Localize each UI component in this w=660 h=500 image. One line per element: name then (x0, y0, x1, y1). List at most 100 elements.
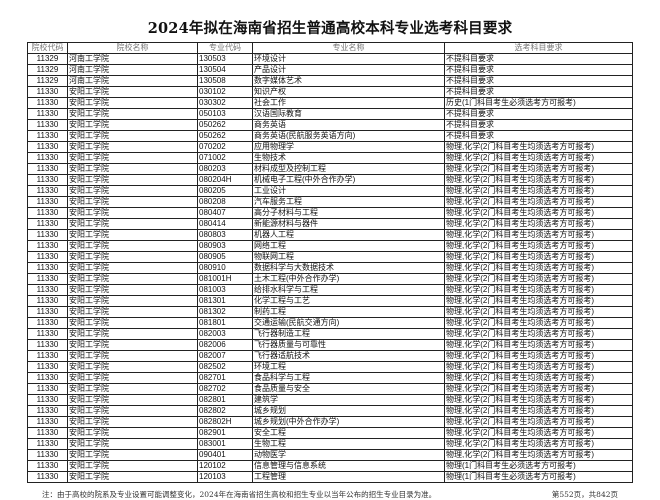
cell-school-code: 11330 (27, 383, 68, 395)
cell-subject-requirement: 物理,化学(2门科目考生均须选考方可报考) (444, 449, 633, 461)
cell-school-name: 安阳工学院 (67, 416, 198, 428)
cell-major-code: 080905 (197, 251, 253, 263)
cell-school-code: 11330 (27, 108, 68, 120)
cell-school-code: 11330 (27, 240, 68, 252)
cell-major-name: 数字媒体艺术 (252, 75, 445, 87)
cell-major-code: 050262 (197, 130, 253, 142)
cell-school-code: 11330 (27, 350, 68, 362)
cell-major-name: 应用物理学 (252, 141, 445, 153)
cell-major-code: 030302 (197, 97, 253, 109)
cell-major-name: 飞行器制造工程 (252, 328, 445, 340)
cell-school-code: 11330 (27, 229, 68, 241)
cell-school-code: 11329 (27, 53, 68, 65)
table-row: 11330 安阳工学院 120103 工程管理 物理(1门科目考生必须选考方可报考) (27, 471, 633, 483)
cell-school-name: 安阳工学院 (67, 460, 198, 472)
cell-major-code: 080208 (197, 196, 253, 208)
cell-major-code: 083001 (197, 438, 253, 450)
cell-major-code: 030102 (197, 86, 253, 98)
footnote: 注：由于高校的院系及专业设置可能调整变化，2024年在海南省招生高校和招生专业以… (42, 490, 437, 499)
cell-major-code: 080910 (197, 262, 253, 274)
cell-major-name: 飞行器质量与可靠性 (252, 339, 445, 351)
cell-subject-requirement: 不提科目要求 (444, 53, 633, 65)
cell-school-name: 安阳工学院 (67, 240, 198, 252)
cell-school-name: 河南工学院 (67, 53, 198, 65)
cell-subject-requirement: 物理,化学(2门科目考生均须选考方可报考) (444, 427, 633, 439)
cell-school-name: 安阳工学院 (67, 141, 198, 153)
cell-major-name: 建筑学 (252, 394, 445, 406)
cell-school-code: 11330 (27, 163, 68, 175)
cell-school-name: 安阳工学院 (67, 251, 198, 263)
table-row: 11330 安阳工学院 050103 汉语国际教育 不提科目要求 (27, 108, 633, 120)
cell-major-name: 飞行器适航技术 (252, 350, 445, 362)
cell-major-code: 120103 (197, 471, 253, 483)
cell-school-code: 11330 (27, 174, 68, 186)
cell-school-name: 安阳工学院 (67, 174, 198, 186)
table-row: 11330 安阳工学院 080208 汽车服务工程 物理,化学(2门科目考生均须选考方可… (27, 196, 633, 208)
table-row: 11330 安阳工学院 080910 数据科学与大数据技术 物理,化学(2门科目考生均须… (27, 262, 633, 274)
table-row: 11330 安阳工学院 080203 材料成型及控制工程 物理,化学(2门科目考生均须选… (27, 163, 633, 175)
cell-subject-requirement: 物理,化学(2门科目考生均须选考方可报考) (444, 218, 633, 230)
cell-school-name: 安阳工学院 (67, 328, 198, 340)
cell-school-name: 安阳工学院 (67, 262, 198, 274)
cell-school-name: 安阳工学院 (67, 152, 198, 164)
table-row: 11330 安阳工学院 090401 动物医学 物理,化学(2门科目考生均须选考方可报考… (27, 449, 633, 461)
cell-subject-requirement: 物理,化学(2门科目考生均须选考方可报考) (444, 383, 633, 395)
cell-major-name: 食品质量与安全 (252, 383, 445, 395)
cell-subject-requirement: 物理,化学(2门科目考生均须选考方可报考) (444, 350, 633, 362)
cell-major-name: 汉语国际教育 (252, 108, 445, 120)
cell-major-name: 汽车服务工程 (252, 196, 445, 208)
cell-school-code: 11330 (27, 284, 68, 296)
header-subject-requirement: 选考科目要求 (444, 42, 633, 54)
requirements-table: 院校代码 院校名称 专业代码 专业名称 选考科目要求 11329 河南工学院 130… (27, 42, 633, 483)
table-row: 11330 安阳工学院 082006 飞行器质量与可靠性 物理,化学(2门科目考生均须选… (27, 339, 633, 351)
cell-school-name: 安阳工学院 (67, 185, 198, 197)
cell-school-name: 安阳工学院 (67, 273, 198, 285)
cell-school-name: 安阳工学院 (67, 427, 198, 439)
cell-school-code: 11330 (27, 405, 68, 417)
cell-major-name: 高分子材料与工程 (252, 207, 445, 219)
cell-subject-requirement: 物理,化学(2门科目考生均须选考方可报考) (444, 251, 633, 263)
cell-school-code: 11330 (27, 317, 68, 329)
cell-school-code: 11330 (27, 449, 68, 461)
cell-major-name: 交通运输(民航交通方向) (252, 317, 445, 329)
cell-subject-requirement: 物理,化学(2门科目考生均须选考方可报考) (444, 196, 633, 208)
cell-school-code: 11329 (27, 64, 68, 76)
table-row: 11330 安阳工学院 050262 商务英语 不提科目要求 (27, 119, 633, 131)
table-row: 11330 安阳工学院 080803 机器人工程 物理,化学(2门科目考生均须选考方可报… (27, 229, 633, 241)
cell-school-name: 安阳工学院 (67, 383, 198, 395)
cell-school-code: 11330 (27, 262, 68, 274)
cell-school-name: 安阳工学院 (67, 394, 198, 406)
table-header-row: 院校代码 院校名称 专业代码 专业名称 选考科目要求 (27, 42, 633, 54)
cell-major-name: 城乡规划(中外合作办学) (252, 416, 445, 428)
cell-subject-requirement: 物理,化学(2门科目考生均须选考方可报考) (444, 284, 633, 296)
table-row: 11329 河南工学院 130504 产品设计 不提科目要求 (27, 64, 633, 76)
cell-subject-requirement: 不提科目要求 (444, 86, 633, 98)
cell-subject-requirement: 物理,化学(2门科目考生均须选考方可报考) (444, 438, 633, 450)
cell-major-code: 082502 (197, 361, 253, 373)
header-school-name: 院校名称 (67, 42, 198, 54)
cell-major-code: 050103 (197, 108, 253, 120)
cell-subject-requirement: 不提科目要求 (444, 119, 633, 131)
cell-school-name: 安阳工学院 (67, 108, 198, 120)
cell-major-name: 商务英语 (252, 119, 445, 131)
cell-major-name: 安全工程 (252, 427, 445, 439)
cell-major-name: 土木工程(中外合作办学) (252, 273, 445, 285)
table-row: 11330 安阳工学院 080905 物联网工程 物理,化学(2门科目考生均须选考方可报… (27, 251, 633, 263)
cell-major-name: 知识产权 (252, 86, 445, 98)
cell-school-name: 安阳工学院 (67, 295, 198, 307)
cell-subject-requirement: 物理,化学(2门科目考生均须选考方可报考) (444, 273, 633, 285)
cell-major-name: 机械电子工程(中外合作办学) (252, 174, 445, 186)
cell-school-code: 11330 (27, 438, 68, 450)
cell-school-code: 11330 (27, 218, 68, 230)
cell-subject-requirement: 物理,化学(2门科目考生均须选考方可报考) (444, 240, 633, 252)
cell-major-name: 给排水科学与工程 (252, 284, 445, 296)
table-row: 11330 安阳工学院 050262 商务英语(民航服务英语方向) 不提科目要求 (27, 130, 633, 142)
header-major-code: 专业代码 (197, 42, 253, 54)
table-row: 11330 安阳工学院 082801 建筑学 物理,化学(2门科目考生均须选考方可报考) (27, 394, 633, 406)
cell-school-code: 11330 (27, 427, 68, 439)
cell-subject-requirement: 物理,化学(2门科目考生均须选考方可报考) (444, 174, 633, 186)
cell-major-code: 090401 (197, 449, 253, 461)
cell-school-code: 11330 (27, 394, 68, 406)
cell-major-code: 080414 (197, 218, 253, 230)
table-row: 11330 安阳工学院 081801 交通运输(民航交通方向) 物理,化学(2门科目考生… (27, 317, 633, 329)
